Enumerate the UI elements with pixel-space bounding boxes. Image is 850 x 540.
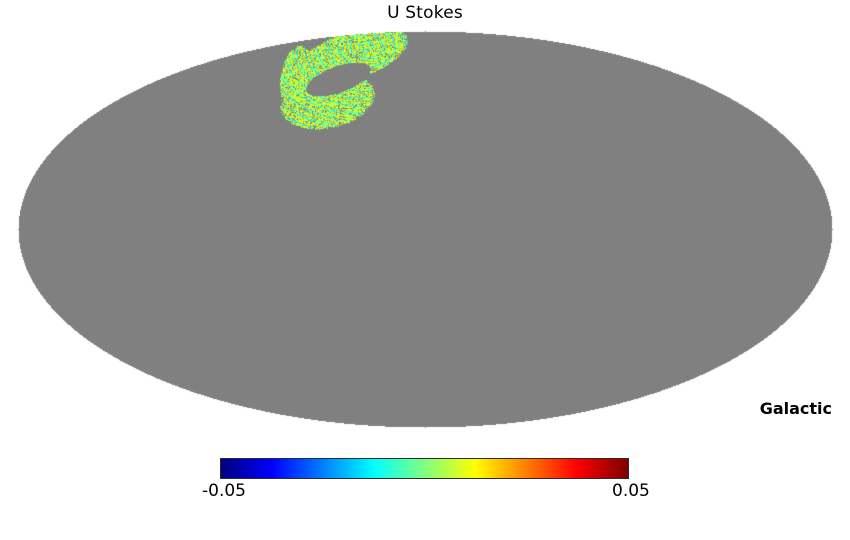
colorbar-min-tick-label: -0.05 [202, 481, 246, 501]
coordinate-system-label: Galactic [759, 399, 832, 418]
colorbar-max-tick-label: 0.05 [612, 481, 650, 501]
colorbar [220, 458, 629, 479]
mollweide-sky-map [0, 25, 850, 435]
colorbar-gradient [220, 458, 629, 479]
page-title: U Stokes [387, 3, 463, 23]
